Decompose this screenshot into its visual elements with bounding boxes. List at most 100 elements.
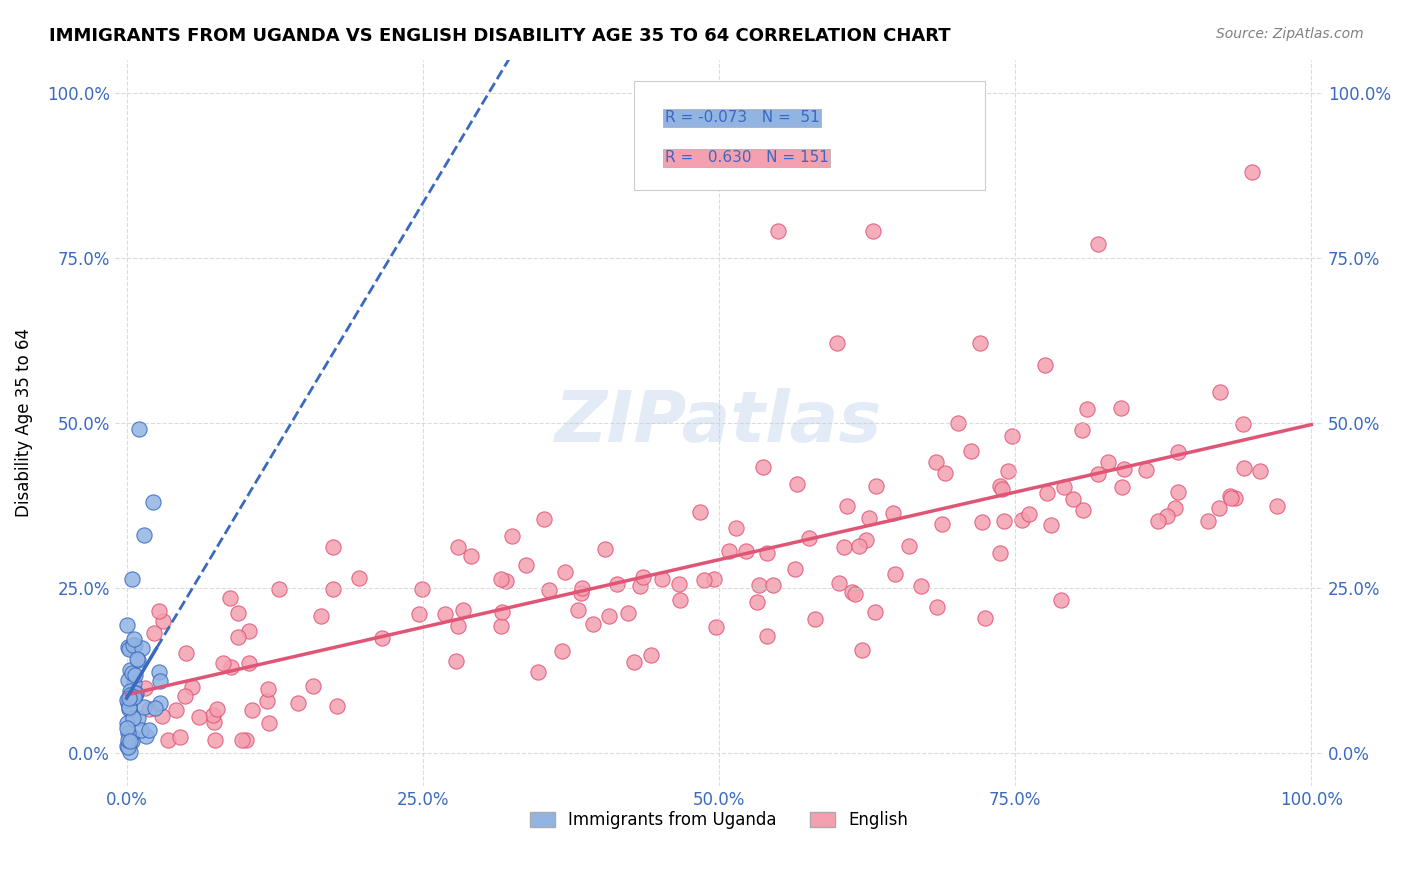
Point xyxy=(990,483,1012,497)
Point xyxy=(1087,467,1109,482)
Point xyxy=(1097,455,1119,469)
Point xyxy=(117,732,139,747)
Point xyxy=(669,593,692,607)
Point xyxy=(1070,423,1092,437)
Text: Source: ZipAtlas.com: Source: ZipAtlas.com xyxy=(1216,27,1364,41)
Point xyxy=(1219,489,1241,503)
Point xyxy=(201,707,224,722)
Point xyxy=(122,632,145,646)
Point xyxy=(226,607,249,621)
Point xyxy=(960,444,983,458)
Point xyxy=(347,571,370,585)
Point xyxy=(489,619,512,633)
Point xyxy=(118,699,141,714)
Point xyxy=(256,694,278,708)
Point xyxy=(1135,463,1157,477)
Point xyxy=(1209,385,1232,400)
Point xyxy=(1197,515,1219,529)
Point xyxy=(689,505,711,519)
Point xyxy=(884,567,907,582)
Point xyxy=(835,499,858,513)
Point xyxy=(115,693,138,707)
Point xyxy=(1249,464,1271,478)
Point xyxy=(117,696,139,710)
Point xyxy=(117,673,139,687)
Point xyxy=(858,511,880,525)
Point xyxy=(756,629,779,643)
Point xyxy=(122,675,145,690)
Point xyxy=(124,668,146,682)
Point xyxy=(865,479,887,493)
Point xyxy=(240,703,263,717)
Point xyxy=(117,691,139,706)
Point xyxy=(537,583,560,598)
Point xyxy=(735,544,758,558)
Point xyxy=(212,657,235,671)
Point xyxy=(169,731,191,745)
Point xyxy=(631,570,654,584)
Point xyxy=(115,739,138,753)
Point xyxy=(762,578,785,592)
Point xyxy=(1232,417,1254,432)
Point xyxy=(993,514,1015,528)
Point xyxy=(1053,480,1076,494)
Text: ZIPatlas: ZIPatlas xyxy=(555,388,883,458)
Point xyxy=(460,549,482,564)
Point xyxy=(122,690,145,704)
Point xyxy=(118,641,141,656)
Point xyxy=(148,604,170,618)
Legend: Immigrants from Uganda, English: Immigrants from Uganda, English xyxy=(523,805,915,836)
Point xyxy=(797,531,820,545)
Point xyxy=(326,698,349,713)
Point xyxy=(1087,237,1109,252)
Point xyxy=(143,701,166,715)
Point xyxy=(188,710,211,724)
Point xyxy=(745,595,768,609)
Point xyxy=(515,558,537,572)
Point xyxy=(1111,480,1133,494)
Point xyxy=(174,646,197,660)
Point xyxy=(124,690,146,704)
Point xyxy=(447,619,470,633)
Point xyxy=(1208,501,1230,516)
Point xyxy=(152,614,174,628)
Point xyxy=(131,641,153,656)
Point xyxy=(882,507,904,521)
Point xyxy=(120,734,142,748)
Point xyxy=(1241,165,1264,179)
Point xyxy=(434,607,457,622)
Point xyxy=(1112,462,1135,476)
Point xyxy=(1049,593,1071,607)
Point xyxy=(287,697,309,711)
Point xyxy=(132,699,155,714)
Point xyxy=(135,729,157,743)
Point xyxy=(533,512,555,526)
Point xyxy=(623,655,645,669)
Point xyxy=(150,708,173,723)
Point xyxy=(120,728,142,742)
Point xyxy=(115,617,138,632)
Point xyxy=(235,732,257,747)
FancyBboxPatch shape xyxy=(634,81,984,190)
Point xyxy=(495,574,517,588)
Point xyxy=(124,638,146,652)
Point xyxy=(204,732,226,747)
Point xyxy=(118,688,141,702)
Point xyxy=(571,581,593,595)
Point xyxy=(127,653,149,667)
Point xyxy=(411,582,433,596)
Point xyxy=(925,455,948,469)
Point xyxy=(491,605,513,619)
Point xyxy=(1156,509,1178,524)
Point xyxy=(527,665,550,680)
Point xyxy=(118,663,141,677)
Point xyxy=(118,746,141,760)
Point xyxy=(124,686,146,700)
Point xyxy=(1001,429,1024,443)
Point xyxy=(142,625,165,640)
Point xyxy=(593,542,616,557)
Point xyxy=(129,723,152,737)
Point xyxy=(121,734,143,748)
Point xyxy=(117,739,139,754)
Point xyxy=(156,732,179,747)
